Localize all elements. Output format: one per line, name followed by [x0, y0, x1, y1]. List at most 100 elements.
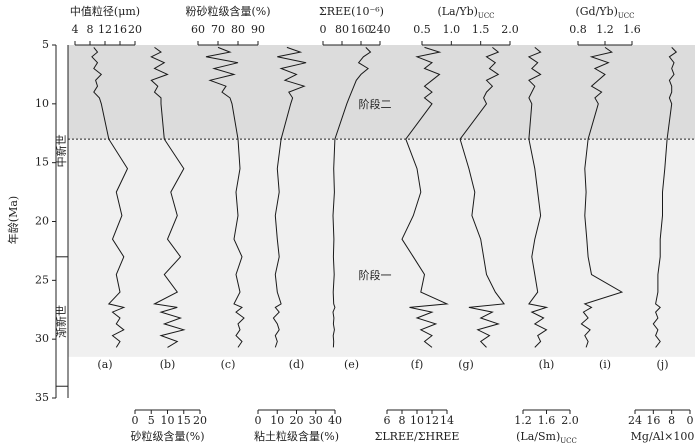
x-axis-title: 砂粒级含量(%): [130, 429, 204, 443]
x-axis-title-text: 粘土粒级含量(%): [254, 429, 339, 443]
y-tick-label: 25: [35, 273, 49, 286]
x-axis-title-text: (La/Sm): [516, 430, 560, 443]
x-tick-label: 12: [98, 23, 112, 36]
x-axis-title-text: (Gd/Yb): [575, 5, 617, 18]
profile-line: [91, 47, 129, 348]
x-tick-label: 60: [191, 23, 205, 36]
profile-line: [580, 46, 624, 348]
panel-label: (i): [599, 358, 611, 371]
x-axis-title-text: 砂粒级含量(%): [130, 429, 204, 443]
x-tick-label: 0: [320, 23, 327, 36]
x-tick-label: 8: [668, 414, 675, 427]
x-tick-label: 6: [384, 414, 391, 427]
y-tick-label: 20: [35, 215, 49, 228]
x-axis-title-sub: UCC: [478, 12, 495, 20]
stage-label: 阶段一: [359, 268, 392, 282]
x-tick-label: 80: [231, 23, 245, 36]
x-tick-label: 30: [309, 414, 323, 427]
x-axis-title-sub: UCC: [618, 12, 635, 20]
x-tick-label: 10: [270, 414, 284, 427]
x-tick-label: 40: [328, 414, 342, 427]
x-tick-label: 24: [628, 414, 642, 427]
panel-label: (h): [539, 358, 555, 371]
x-axis-title-text: ΣLREE/ΣHREE: [375, 430, 460, 443]
x-tick-label: 16: [646, 414, 660, 427]
x-axis-title: (Gd/Yb)UCC: [575, 5, 634, 20]
x-tick-label: 1.0: [443, 23, 461, 36]
panel-label: (b): [160, 358, 176, 371]
x-tick-label: 2.0: [501, 23, 519, 36]
panel-label: (c): [221, 358, 236, 371]
x-tick-label: 12: [425, 414, 439, 427]
x-tick-label: 1.5: [472, 23, 490, 36]
profile-line: [459, 47, 506, 348]
stage-band: [68, 139, 695, 357]
x-axis-title-text: 粉砂粒级含量(%): [185, 4, 270, 18]
x-tick-label: 70: [211, 23, 225, 36]
x-axis-title-text: (La/Yb): [437, 5, 477, 18]
x-tick-label: 10: [161, 414, 175, 427]
x-tick-label: 90: [251, 23, 265, 36]
x-tick-label: 1.6: [623, 23, 641, 36]
x-axis-title-sub: UCC: [560, 437, 577, 445]
panel-label: (d): [289, 358, 305, 371]
panel-label: (e): [344, 358, 359, 371]
x-tick-label: 16: [113, 23, 127, 36]
x-tick-label: 15: [177, 414, 191, 427]
x-tick-label: 8: [399, 414, 406, 427]
epoch-label: 渐新世: [54, 305, 68, 338]
y-axis-title: 年龄(Ma): [6, 196, 20, 244]
panel-label: (f): [411, 358, 424, 371]
profile-line: [205, 46, 245, 348]
x-tick-label: 0.5: [413, 23, 431, 36]
stage-band: [68, 45, 695, 140]
x-tick-label: 1.6: [538, 414, 556, 427]
x-tick-label: 8: [87, 23, 94, 36]
x-tick-label: 240: [370, 23, 391, 36]
y-tick-label: 15: [35, 156, 49, 169]
x-tick-label: 1.2: [514, 414, 532, 427]
x-axis-title: (La/Sm)UCC: [516, 430, 577, 445]
x-tick-label: 20: [193, 414, 207, 427]
x-axis-title: ΣLREE/ΣHREE: [375, 430, 460, 443]
x-axis-title: 粘土粒级含量(%): [254, 429, 339, 443]
stage-label: 阶段二: [359, 97, 392, 111]
x-tick-label: 20: [290, 414, 304, 427]
x-tick-label: 0: [687, 414, 694, 427]
y-tick-label: 5: [42, 38, 49, 51]
x-axis-title: (La/Yb)UCC: [437, 5, 494, 20]
panel-label: (j): [657, 358, 669, 371]
profile-line: [150, 46, 186, 348]
x-tick-label: 1.2: [596, 23, 614, 36]
x-tick-label: 5: [148, 414, 155, 427]
y-tick-label: 30: [35, 332, 49, 345]
x-tick-label: 20: [128, 23, 142, 36]
x-axis-title: 中值粒径(μm): [70, 4, 140, 18]
x-tick-label: 160: [351, 23, 372, 36]
profile-line: [652, 47, 678, 348]
epoch-label: 中新世: [54, 134, 68, 167]
y-tick-label: 35: [35, 391, 49, 404]
x-axis-title-text: 中值粒径(μm): [70, 4, 140, 18]
x-axis-title-text: Mg/Al×100: [631, 430, 695, 443]
profile-line: [401, 46, 449, 348]
profile-line: [527, 47, 549, 348]
x-tick-label: 80: [335, 23, 349, 36]
x-tick-label: 0: [132, 414, 139, 427]
x-tick-label: 10: [410, 414, 424, 427]
y-tick-label: 10: [35, 97, 49, 110]
panel-label: (g): [458, 358, 474, 371]
profile-line: [272, 46, 307, 348]
x-tick-label: 2.0: [561, 414, 579, 427]
x-tick-label: 0.8: [569, 23, 587, 36]
x-axis-title: 粉砂粒级含量(%): [185, 4, 270, 18]
x-axis-title-text: ΣREE(10⁻⁶): [319, 5, 384, 18]
x-axis-title: ΣREE(10⁻⁶): [319, 5, 384, 18]
x-axis-title: Mg/Al×100: [631, 430, 695, 443]
x-tick-label: 14: [440, 414, 454, 427]
profile-line: [332, 47, 372, 348]
panel-label: (a): [97, 358, 112, 371]
x-tick-label: 0: [255, 414, 262, 427]
x-tick-label: 4: [72, 23, 79, 36]
